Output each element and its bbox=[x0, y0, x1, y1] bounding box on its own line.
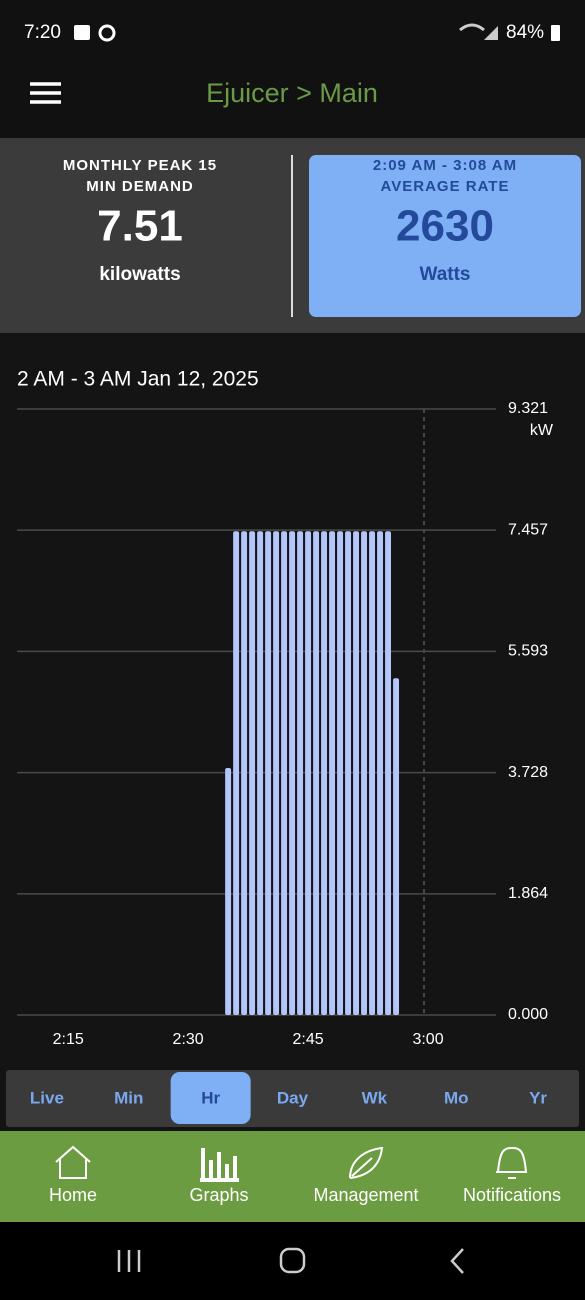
card-unit: Watts bbox=[419, 264, 470, 285]
bar bbox=[281, 531, 288, 1015]
settings-icon bbox=[98, 24, 116, 42]
y-tick-label: 0.000 bbox=[508, 1006, 548, 1023]
y-tick-label: 1.864 bbox=[508, 885, 548, 902]
card-title: 2:09 AM - 3:08 AM bbox=[373, 157, 517, 174]
range-tab[interactable]: Hr bbox=[201, 1088, 220, 1107]
nav-item[interactable]: Graphs bbox=[189, 1185, 248, 1205]
bar bbox=[297, 531, 304, 1015]
bar bbox=[273, 531, 280, 1015]
bar bbox=[321, 531, 328, 1015]
bar bbox=[337, 531, 344, 1015]
graphs-icon bbox=[200, 1148, 239, 1182]
battery-text: 84% bbox=[506, 22, 544, 43]
bar bbox=[265, 531, 272, 1015]
bottom-nav bbox=[0, 1131, 585, 1222]
x-tick-label: 2:15 bbox=[53, 1031, 84, 1048]
bar bbox=[305, 531, 312, 1015]
system-buttons bbox=[117, 1247, 464, 1274]
bar bbox=[385, 531, 392, 1015]
bar bbox=[361, 531, 368, 1015]
card-title: MIN DEMAND bbox=[86, 178, 194, 195]
bar bbox=[225, 767, 232, 1015]
range-tab[interactable]: Min bbox=[114, 1088, 143, 1107]
page-title: Ejuicer > Main bbox=[206, 78, 378, 108]
bar bbox=[329, 531, 336, 1015]
bar bbox=[353, 531, 360, 1015]
bar bbox=[393, 678, 400, 1015]
system-nav bbox=[0, 1222, 585, 1300]
menu-button[interactable] bbox=[30, 82, 61, 104]
card-unit: kilowatts bbox=[99, 264, 180, 285]
status-time: 7:20 bbox=[24, 22, 61, 43]
bar bbox=[369, 531, 376, 1015]
bar bbox=[313, 531, 320, 1015]
card-value: 7.51 bbox=[97, 202, 183, 251]
top-bar bbox=[0, 0, 585, 138]
range-tab[interactable]: Yr bbox=[529, 1088, 547, 1107]
gallery-icon bbox=[74, 25, 90, 40]
bell-icon bbox=[496, 1146, 528, 1179]
leaf-icon bbox=[349, 1146, 384, 1179]
signal-icon bbox=[484, 26, 498, 40]
bar bbox=[377, 531, 384, 1015]
x-tick-label: 2:45 bbox=[293, 1031, 324, 1048]
card-value: 2630 bbox=[396, 202, 494, 251]
range-tabs bbox=[6, 1070, 579, 1127]
card-title: AVERAGE RATE bbox=[381, 178, 510, 195]
bar bbox=[241, 531, 248, 1015]
selected-tab[interactable] bbox=[170, 1072, 251, 1124]
bar bbox=[233, 531, 240, 1015]
nav-item[interactable]: Management bbox=[313, 1185, 418, 1205]
battery-icon bbox=[551, 25, 560, 41]
y-tick-label: 7.457 bbox=[508, 521, 548, 538]
wifi-icon bbox=[459, 23, 485, 32]
nav-item[interactable]: Notifications bbox=[463, 1185, 561, 1205]
y-tick-label: 9.321 bbox=[508, 400, 548, 417]
bar bbox=[289, 531, 296, 1015]
back-button[interactable] bbox=[450, 1248, 464, 1274]
home-icon bbox=[55, 1145, 91, 1179]
y-tick-label: 3.728 bbox=[508, 764, 548, 781]
x-tick-label: 3:00 bbox=[412, 1031, 443, 1048]
y-unit: kW bbox=[530, 422, 554, 439]
home-button[interactable] bbox=[279, 1247, 306, 1274]
bar bbox=[249, 531, 256, 1015]
bar bbox=[345, 531, 352, 1015]
x-tick-label: 2:30 bbox=[173, 1031, 204, 1048]
rate-card[interactable] bbox=[309, 155, 581, 317]
chart-title: 2 AM - 3 AM Jan 12, 2025 bbox=[17, 368, 259, 391]
range-tab[interactable]: Wk bbox=[362, 1088, 388, 1107]
range-tab[interactable]: Mo bbox=[444, 1088, 469, 1107]
range-tab[interactable]: Day bbox=[277, 1088, 309, 1107]
y-tick-label: 5.593 bbox=[508, 643, 548, 660]
recents-button[interactable] bbox=[117, 1250, 141, 1272]
nav-icons bbox=[55, 1145, 528, 1182]
card-title: MONTHLY PEAK 15 bbox=[63, 157, 217, 174]
nav-item[interactable]: Home bbox=[49, 1185, 97, 1205]
bar bbox=[257, 531, 264, 1015]
range-tab[interactable]: Live bbox=[30, 1088, 64, 1107]
